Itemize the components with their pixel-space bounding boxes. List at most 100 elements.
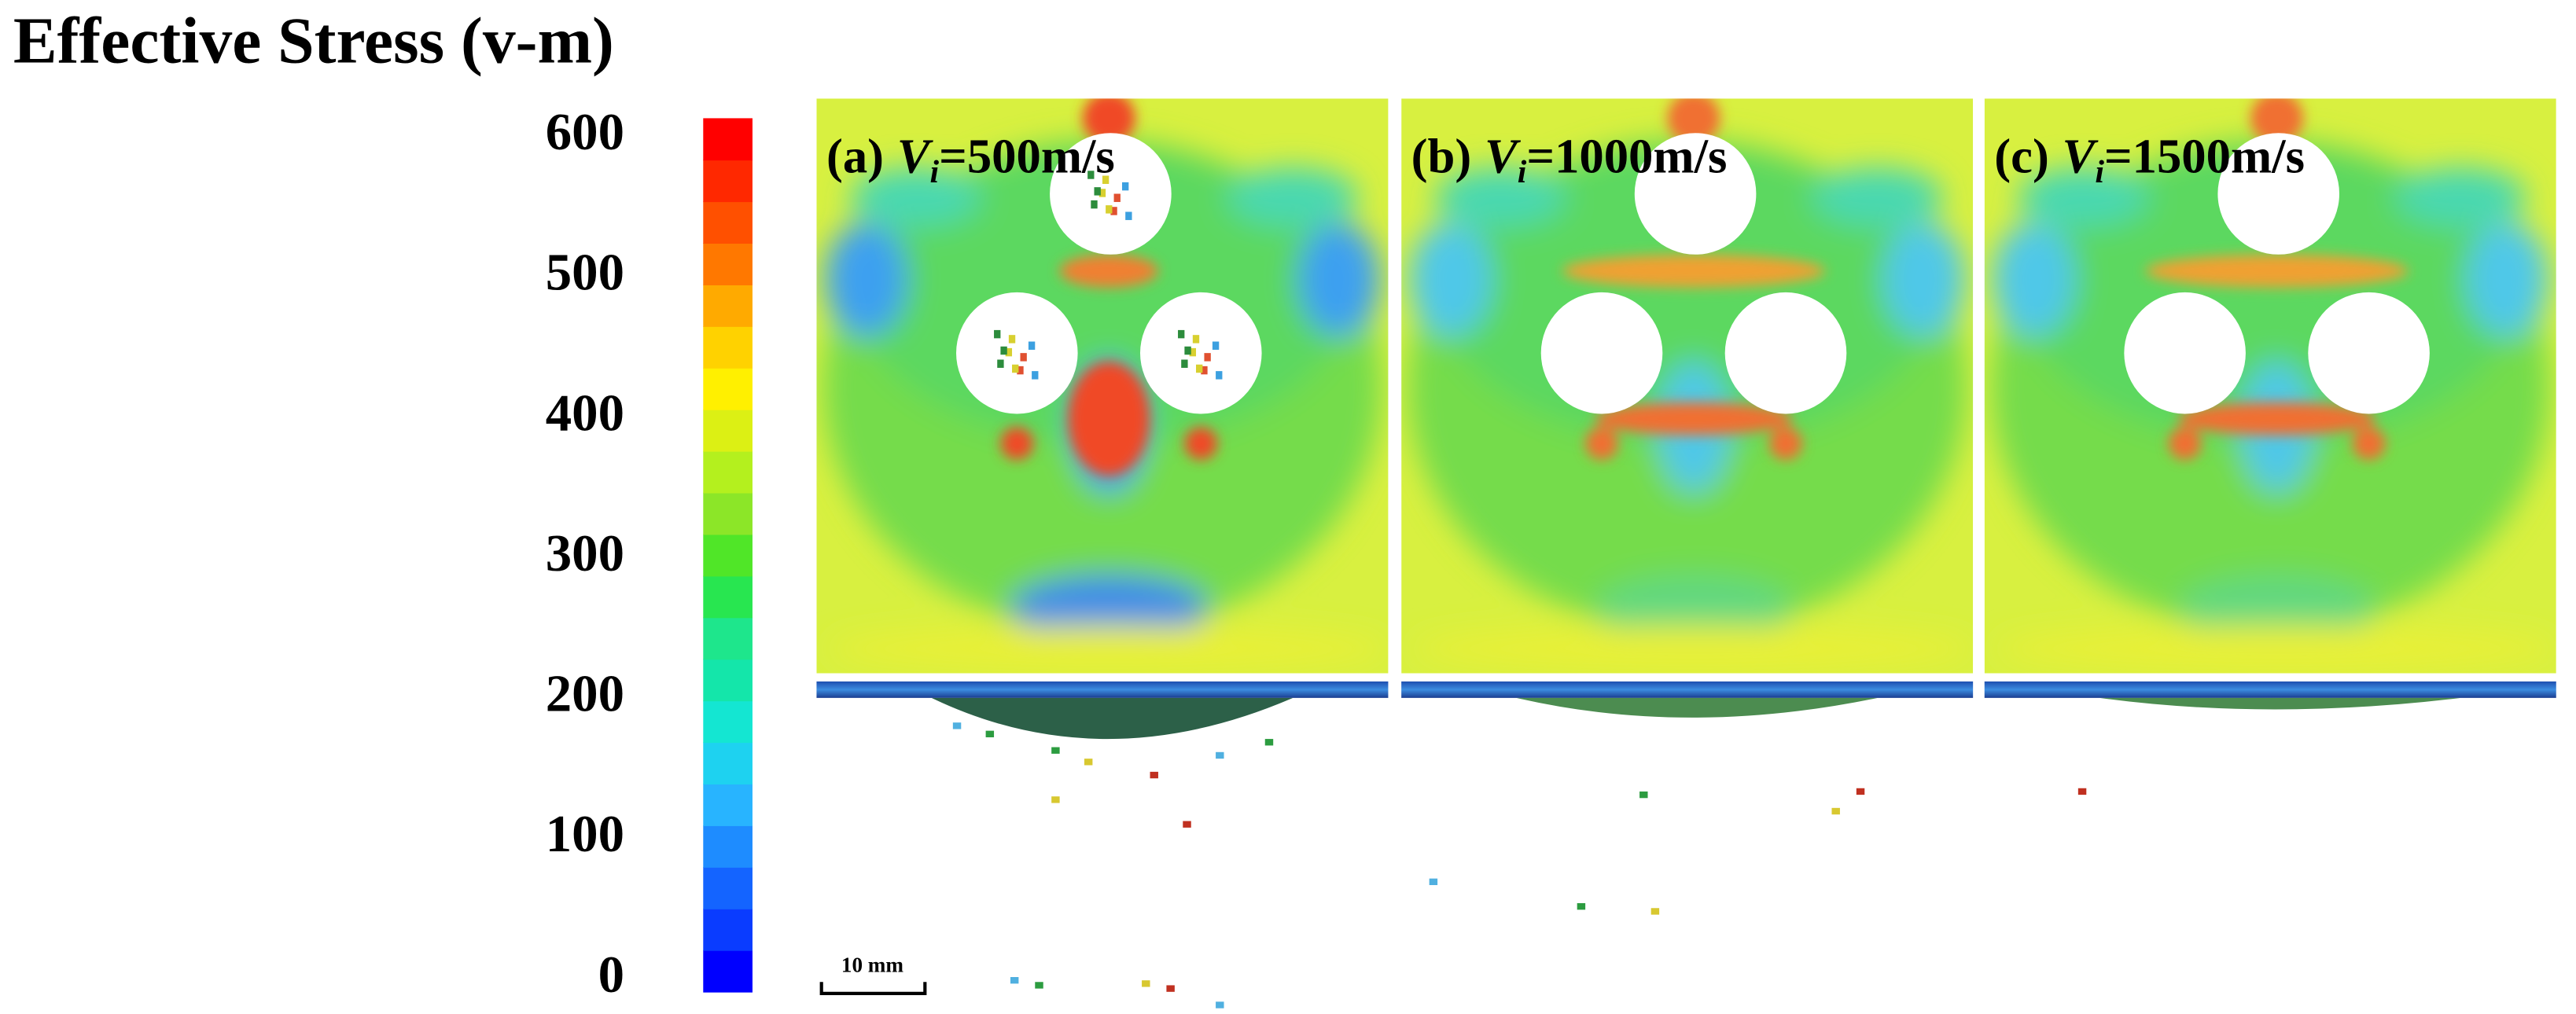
debris <box>1856 788 1865 795</box>
hot <box>1667 98 1720 145</box>
plate-bulge <box>931 697 1294 740</box>
fragment <box>1189 347 1197 357</box>
colorbar-band <box>703 700 753 744</box>
hot <box>1000 427 1034 460</box>
colorbar-band <box>703 409 753 452</box>
contour-hot <box>2145 98 2409 460</box>
debris <box>952 722 962 729</box>
hot <box>1595 402 1793 435</box>
fragment <box>1020 353 1027 362</box>
debris <box>1216 1001 1224 1008</box>
colorbar-band <box>703 784 753 826</box>
fragment <box>1113 193 1121 202</box>
panel-label: (b) Vi=1000m/s <box>1411 128 1728 190</box>
contour <box>1401 98 1974 674</box>
contour-blobs <box>1408 139 1974 672</box>
blob <box>1997 625 2556 672</box>
contour-panel: (b) Vi=1000m/s <box>1401 98 1974 718</box>
colorbar-tick-label: 0 <box>598 946 624 1004</box>
debris <box>1166 985 1175 992</box>
contour-panel: (a) Vi=500m/s <box>816 98 1389 740</box>
fragment <box>1017 366 1024 375</box>
blob <box>1433 167 1566 227</box>
hot <box>1068 361 1150 476</box>
fragment <box>1032 371 1039 380</box>
blob <box>1882 222 1965 337</box>
debris <box>1010 976 1019 984</box>
label-prefix: (c) <box>1994 128 2049 183</box>
fragment <box>1110 207 1117 215</box>
fragment <box>1091 200 1098 209</box>
blob <box>1812 167 1944 227</box>
blob <box>1409 222 1492 337</box>
fragment <box>1216 371 1223 380</box>
contour <box>816 98 1389 674</box>
blob <box>2465 222 2548 337</box>
fragment <box>1008 335 1016 344</box>
debris <box>1650 908 1660 915</box>
label-value: =500m/s <box>939 128 1115 183</box>
colorbar-band <box>703 575 753 619</box>
label-prefix: (a) <box>826 128 884 183</box>
colorbar-tick-label: 400 <box>546 384 624 442</box>
blob <box>1010 575 1208 641</box>
scale-bar: 10 mm <box>819 953 927 995</box>
hot <box>2145 254 2409 288</box>
fragment <box>1000 346 1007 355</box>
label-value: =1500m/s <box>2104 128 2305 183</box>
colorbar-tick-label: 500 <box>546 244 624 302</box>
debris <box>1264 739 1274 746</box>
fragment <box>1178 329 1185 339</box>
hot <box>1585 427 1618 460</box>
title: Effective Stress (v-m) <box>13 5 614 77</box>
colorbar-tick-label: 300 <box>546 524 624 582</box>
blob <box>2178 575 2375 641</box>
debris <box>1183 821 1191 828</box>
label-prefix: (b) <box>1411 128 1472 183</box>
colorbar-band <box>703 867 753 909</box>
colorbar-band <box>703 450 753 494</box>
colorbar-band <box>703 492 753 535</box>
hole <box>2308 292 2430 414</box>
hole <box>956 292 1078 414</box>
colorbar-band <box>703 367 753 410</box>
fragment <box>1094 187 1101 196</box>
hole <box>1724 292 1847 414</box>
colorbar-band <box>703 243 753 285</box>
fragment <box>1028 341 1036 350</box>
hot <box>2352 427 2386 460</box>
contour-hot <box>1562 98 1826 460</box>
fragment <box>1201 366 1208 375</box>
blob <box>849 167 981 227</box>
hole <box>2217 133 2340 255</box>
hot <box>1184 427 1218 460</box>
blob <box>2395 167 2527 227</box>
hot <box>2250 98 2304 145</box>
debris <box>1429 878 1438 886</box>
hole <box>1634 133 1757 255</box>
hole <box>1050 133 1172 255</box>
contour-panel: (c) Vi=1500m/s <box>1984 98 2556 710</box>
colorbar-tick-label: 200 <box>546 665 624 723</box>
colorbar-band <box>703 659 753 702</box>
colorbar-band <box>703 950 753 993</box>
panel-label: (c) Vi=1500m/s <box>1994 128 2305 190</box>
blob <box>824 222 907 337</box>
hot <box>1059 254 1158 288</box>
colorbar-band <box>703 160 753 203</box>
fragment <box>1005 347 1013 357</box>
label-symbol: V <box>897 128 934 183</box>
fragment <box>1184 346 1191 355</box>
fragment <box>1012 364 1019 373</box>
debris <box>1051 747 1060 754</box>
fragment <box>1212 341 1220 350</box>
hot <box>1562 254 1826 288</box>
label-subscript: i <box>1518 154 1527 190</box>
scale-bar-line <box>819 982 927 995</box>
fragment <box>1125 211 1132 220</box>
fragment <box>997 359 1004 368</box>
blob <box>1297 222 1380 337</box>
debris <box>1150 771 1158 779</box>
